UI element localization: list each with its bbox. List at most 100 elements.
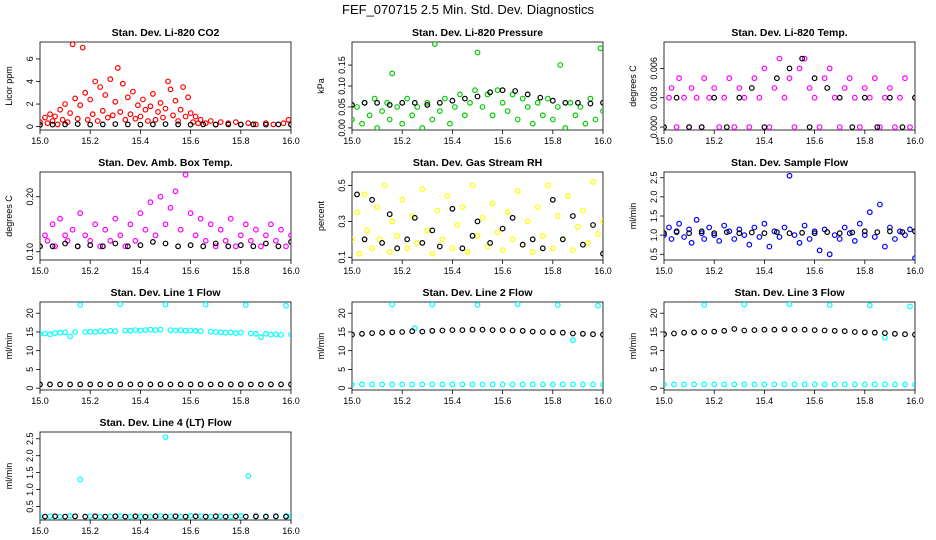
y-tick-label: 0.00 [337, 119, 347, 137]
data-point-primary [122, 116, 129, 123]
data-point-reference [124, 243, 131, 250]
data-point-primary [499, 99, 506, 106]
data-point-primary [751, 381, 758, 388]
data-point-reference [361, 236, 368, 243]
data-point-reference [736, 94, 743, 101]
data-point-primary [57, 106, 64, 113]
x-tick-label: 15.4 [132, 526, 150, 536]
data-point-primary [399, 120, 406, 127]
data-point-primary [381, 182, 388, 189]
x-tick-label: 15.4 [444, 266, 462, 276]
data-point-reference [162, 121, 169, 127]
data-point-primary [404, 95, 411, 102]
data-point-reference [711, 94, 718, 101]
data-point-reference [262, 121, 269, 128]
data-point-reference [40, 122, 43, 128]
x-tick-label: 15.2 [705, 396, 723, 406]
data-point-primary [197, 215, 204, 222]
data-point-reference [379, 239, 386, 246]
data-point-primary [237, 232, 244, 239]
data-point-primary [876, 201, 883, 208]
data-point-primary [192, 232, 199, 239]
data-point-primary [217, 119, 224, 125]
x-tick-label: 15.8 [856, 396, 874, 406]
data-point-primary [791, 124, 798, 130]
data-point-reference [212, 513, 219, 520]
y-tick-label: 0.006 [649, 57, 659, 80]
data-point-primary [461, 112, 468, 119]
data-point-primary [866, 94, 873, 101]
data-point-reference [537, 94, 544, 101]
data-point-reference [436, 243, 443, 250]
data-point-primary [82, 89, 89, 96]
data-point-reference [389, 329, 396, 336]
data-point-primary [851, 381, 858, 388]
data-point-reference [723, 229, 730, 235]
x-tick-label: 15.8 [544, 266, 562, 276]
data-point-reference [773, 229, 780, 235]
data-point-reference [386, 102, 393, 108]
data-point-primary [446, 120, 453, 127]
x-tick-label: 15.0 [31, 396, 49, 406]
data-point-primary [479, 104, 486, 110]
data-point-reference [72, 513, 78, 520]
data-point-primary [796, 65, 803, 72]
plot-frame [39, 171, 292, 261]
data-point-primary [698, 230, 705, 237]
data-point-reference [721, 327, 728, 334]
data-point-primary [232, 330, 239, 337]
y-tick-label: 0.10 [337, 77, 347, 95]
data-point-reference [836, 230, 843, 237]
data-point-reference [152, 513, 159, 520]
data-point-reference [122, 513, 129, 520]
data-point-primary [504, 209, 511, 216]
data-point-reference [369, 330, 376, 337]
data-point-primary [404, 245, 411, 252]
data-point-primary [92, 78, 99, 85]
data-point-reference [824, 229, 831, 235]
data-point-primary [67, 110, 74, 116]
y-tick-label: 1.0 [25, 483, 35, 496]
data-point-reference [811, 327, 818, 334]
data-point-primary [162, 105, 169, 112]
data-point-reference [781, 326, 788, 333]
plot-frame [39, 431, 292, 521]
y-tick-label: 0 [25, 124, 35, 129]
panel-title: Stan. Dev. Line 1 Flow [110, 287, 221, 299]
data-point-primary [668, 85, 675, 91]
data-point-primary [82, 232, 89, 239]
data-point-primary [242, 302, 249, 308]
y-tick-label: 0.000 [649, 116, 659, 139]
data-point-primary [177, 106, 184, 113]
data-point-reference [861, 94, 868, 101]
x-tick-label: 15.4 [444, 396, 462, 406]
data-point-reference [469, 326, 476, 333]
data-point-primary [796, 239, 803, 246]
data-point-reference [459, 327, 466, 334]
data-point-reference [569, 330, 576, 337]
data-point-primary [197, 328, 204, 335]
data-point-primary [137, 327, 144, 334]
x-tick-label: 15.8 [232, 396, 250, 406]
data-point-reference [761, 326, 768, 333]
data-point-reference [262, 513, 269, 520]
data-point-primary [494, 87, 501, 94]
data-point-primary [109, 112, 116, 119]
data-point-reference [82, 513, 89, 520]
data-point-primary [781, 224, 788, 231]
data-point-primary [881, 381, 888, 388]
data-point-primary [569, 381, 576, 388]
data-point-primary [419, 381, 426, 388]
data-point-primary [600, 381, 603, 388]
data-point-primary [721, 381, 728, 388]
data-point-primary [666, 94, 672, 101]
data-point-reference [539, 245, 546, 252]
data-point-primary [92, 329, 99, 335]
data-point-primary [245, 473, 252, 479]
data-point-primary [489, 381, 496, 388]
data-point-primary [47, 513, 53, 520]
data-point-primary [47, 111, 53, 118]
data-point-primary [590, 178, 596, 185]
data-point-primary [389, 302, 396, 308]
data-point-primary [681, 381, 688, 388]
